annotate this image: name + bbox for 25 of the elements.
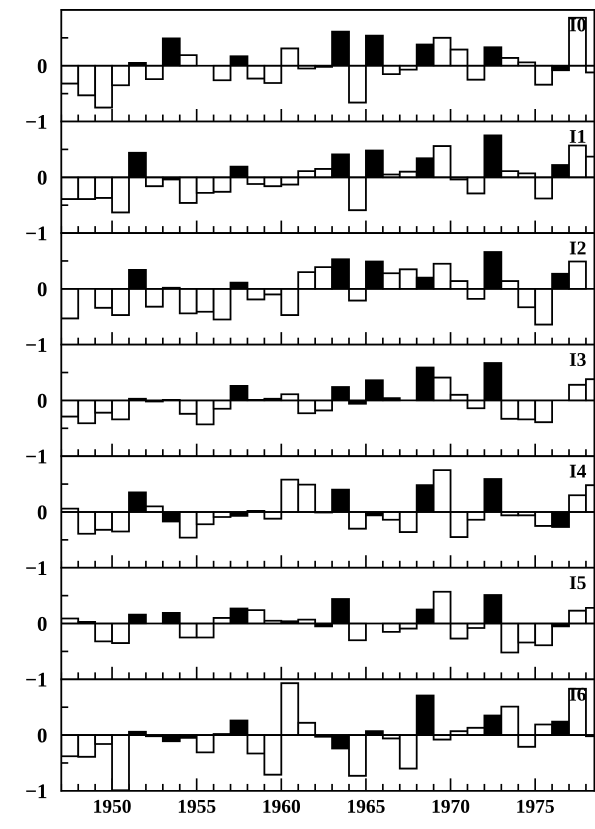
chart-title: I4	[570, 464, 586, 478]
y-tick-label: −1	[26, 672, 46, 687]
y-tick-label: −1	[26, 114, 46, 129]
x-tick-label: 1965	[348, 800, 385, 813]
y-tick-label: −1	[26, 226, 46, 240]
chart-title: I1	[570, 130, 586, 143]
chart-title: I5	[570, 576, 586, 590]
y-tick-label: −1	[26, 561, 46, 575]
y-tick-label: 0	[38, 170, 47, 185]
x-tick-label: 1955	[178, 800, 216, 813]
y-tick-label: 0	[38, 59, 47, 74]
x-tick-label: 1950	[94, 800, 131, 813]
x-tick-label: 1960	[263, 800, 300, 813]
chart-title: I2	[570, 241, 586, 254]
x-tick-label: 1975	[517, 800, 554, 813]
y-tick-label: 0	[38, 728, 47, 743]
y-tick-label: −1	[26, 784, 46, 798]
chart-title: I3	[570, 353, 586, 366]
y-tick-label: −1	[26, 450, 46, 464]
y-tick-label: 0	[38, 282, 47, 296]
y-tick-label: 0	[38, 616, 47, 631]
x-tick-label: 1970	[432, 800, 470, 813]
y-tick-label: 0	[38, 394, 47, 408]
y-tick-label: −1	[26, 338, 46, 352]
y-tick-label: 0	[38, 505, 47, 520]
